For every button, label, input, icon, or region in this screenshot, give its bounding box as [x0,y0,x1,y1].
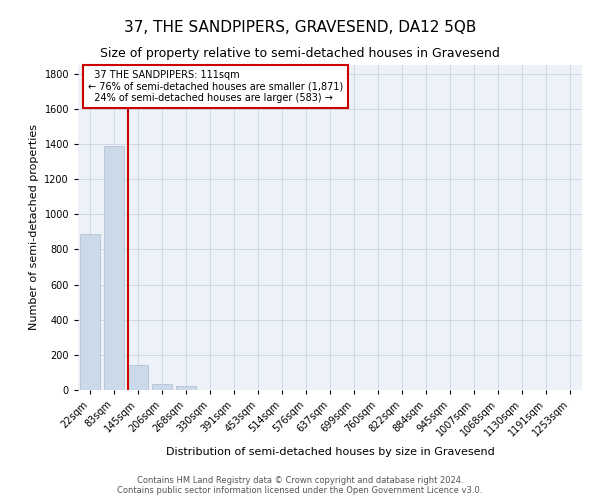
Text: 37 THE SANDPIPERS: 111sqm
← 76% of semi-detached houses are smaller (1,871)
  24: 37 THE SANDPIPERS: 111sqm ← 76% of semi-… [88,70,343,103]
Text: Size of property relative to semi-detached houses in Gravesend: Size of property relative to semi-detach… [100,48,500,60]
X-axis label: Distribution of semi-detached houses by size in Gravesend: Distribution of semi-detached houses by … [166,446,494,456]
Bar [152,384,172,390]
Text: Contains HM Land Registry data © Crown copyright and database right 2024.
Contai: Contains HM Land Registry data © Crown c… [118,476,482,495]
Y-axis label: Number of semi-detached properties: Number of semi-detached properties [29,124,39,330]
Bar [104,146,124,390]
Bar [80,234,100,390]
Bar [128,364,148,390]
Bar [176,386,196,390]
Text: 37, THE SANDPIPERS, GRAVESEND, DA12 5QB: 37, THE SANDPIPERS, GRAVESEND, DA12 5QB [124,20,476,35]
